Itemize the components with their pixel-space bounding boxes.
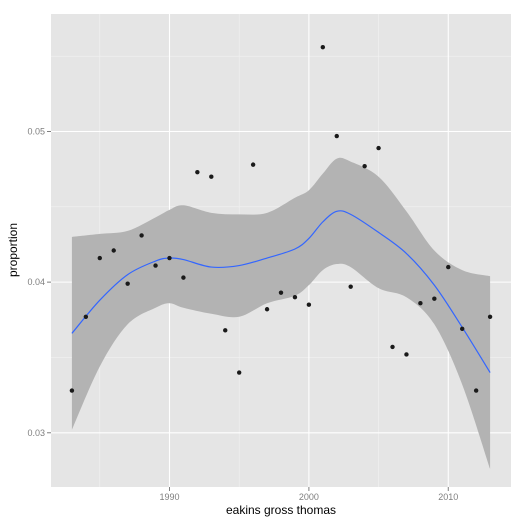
data-point xyxy=(446,264,451,270)
x-tick-label: 1990 xyxy=(159,492,179,502)
data-point xyxy=(125,281,130,286)
data-point xyxy=(264,307,270,312)
data-point xyxy=(69,388,75,393)
data-point xyxy=(209,174,214,179)
data-point xyxy=(432,296,437,301)
data-point xyxy=(167,255,172,261)
y-tick-label: 0.04 xyxy=(27,277,45,287)
data-point xyxy=(473,388,479,393)
y-tick-label: 0.03 xyxy=(27,428,45,438)
data-point xyxy=(418,301,423,306)
data-point xyxy=(376,145,381,151)
data-point xyxy=(139,233,144,238)
data-point xyxy=(404,352,409,357)
x-tick-label: 2010 xyxy=(438,492,458,502)
data-point xyxy=(334,133,339,139)
data-point xyxy=(362,163,367,169)
y-axis-ticks: 0.03 0.04 0.05 xyxy=(27,126,51,438)
data-point xyxy=(97,255,102,261)
confidence-band xyxy=(71,157,491,469)
x-axis-ticks: 1990 2000 2010 xyxy=(159,487,458,502)
data-point xyxy=(306,302,312,307)
y-tick-label: 0.05 xyxy=(27,126,45,136)
data-point xyxy=(195,169,200,175)
data-point xyxy=(83,314,89,319)
data-point xyxy=(250,162,256,167)
data-point xyxy=(348,284,353,289)
data-point xyxy=(181,275,186,280)
data-point xyxy=(460,326,465,332)
x-tick-label: 2000 xyxy=(299,492,319,502)
data-point xyxy=(292,294,298,300)
data-point xyxy=(153,263,158,268)
y-axis-title: proportion xyxy=(6,223,20,277)
x-axis-title: eakins gross thomas xyxy=(226,503,336,517)
data-point xyxy=(223,328,228,333)
data-point xyxy=(487,314,493,319)
data-point xyxy=(390,344,395,350)
data-point xyxy=(320,44,326,50)
data-point xyxy=(236,370,242,375)
smooth-line xyxy=(71,210,491,373)
data-point xyxy=(278,290,284,295)
data-point xyxy=(111,248,116,253)
data-points xyxy=(69,44,493,393)
